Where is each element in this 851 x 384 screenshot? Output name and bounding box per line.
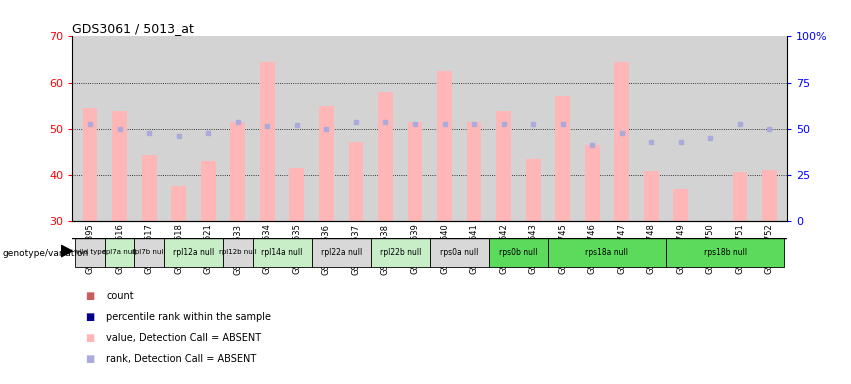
- Text: rps18b null: rps18b null: [704, 248, 746, 257]
- Bar: [666, 238, 785, 267]
- Bar: [556, 96, 570, 221]
- Text: ■: ■: [85, 291, 94, 301]
- Bar: [408, 122, 422, 221]
- Polygon shape: [61, 245, 72, 257]
- Bar: [83, 108, 98, 221]
- Text: ■: ■: [85, 312, 94, 322]
- Bar: [526, 159, 540, 221]
- Bar: [496, 111, 511, 221]
- Text: ■: ■: [85, 333, 94, 343]
- Bar: [437, 71, 452, 221]
- Bar: [171, 186, 186, 221]
- Bar: [142, 156, 157, 221]
- Bar: [201, 161, 215, 221]
- Bar: [371, 238, 430, 267]
- Bar: [311, 238, 371, 267]
- Text: rpl14a null: rpl14a null: [261, 248, 303, 257]
- Bar: [75, 238, 105, 267]
- Text: genotype/variation: genotype/variation: [3, 249, 89, 258]
- Text: percentile rank within the sample: percentile rank within the sample: [106, 312, 271, 322]
- Bar: [585, 145, 600, 221]
- Text: rps0b null: rps0b null: [500, 248, 538, 257]
- Bar: [260, 62, 275, 221]
- Bar: [349, 142, 363, 221]
- Bar: [378, 92, 393, 221]
- Bar: [231, 122, 245, 221]
- Text: ■: ■: [85, 354, 94, 364]
- Bar: [253, 238, 311, 267]
- Bar: [319, 106, 334, 221]
- Text: rpl12b null: rpl12b null: [219, 250, 257, 255]
- Bar: [466, 122, 482, 221]
- Bar: [762, 170, 777, 221]
- Text: rpl12a null: rpl12a null: [173, 248, 214, 257]
- Text: count: count: [106, 291, 134, 301]
- Text: rps0a null: rps0a null: [440, 248, 478, 257]
- Bar: [134, 238, 164, 267]
- Bar: [733, 172, 747, 221]
- Text: rpl22b null: rpl22b null: [380, 248, 421, 257]
- Text: rpl7b null: rpl7b null: [133, 250, 166, 255]
- Bar: [164, 238, 223, 267]
- Bar: [614, 62, 629, 221]
- Bar: [430, 238, 488, 267]
- Text: rpl22a null: rpl22a null: [321, 248, 362, 257]
- Text: rank, Detection Call = ABSENT: rank, Detection Call = ABSENT: [106, 354, 257, 364]
- Bar: [673, 189, 688, 221]
- Bar: [644, 171, 659, 221]
- Text: GDS3061 / 5013_at: GDS3061 / 5013_at: [72, 22, 194, 35]
- Text: wild type: wild type: [74, 250, 106, 255]
- Bar: [223, 238, 253, 267]
- Bar: [105, 238, 134, 267]
- Bar: [548, 238, 666, 267]
- Bar: [112, 111, 127, 221]
- Bar: [488, 238, 548, 267]
- Bar: [289, 168, 304, 221]
- Text: value, Detection Call = ABSENT: value, Detection Call = ABSENT: [106, 333, 261, 343]
- Text: rps18a null: rps18a null: [585, 248, 629, 257]
- Text: rpl7a null: rpl7a null: [103, 250, 136, 255]
